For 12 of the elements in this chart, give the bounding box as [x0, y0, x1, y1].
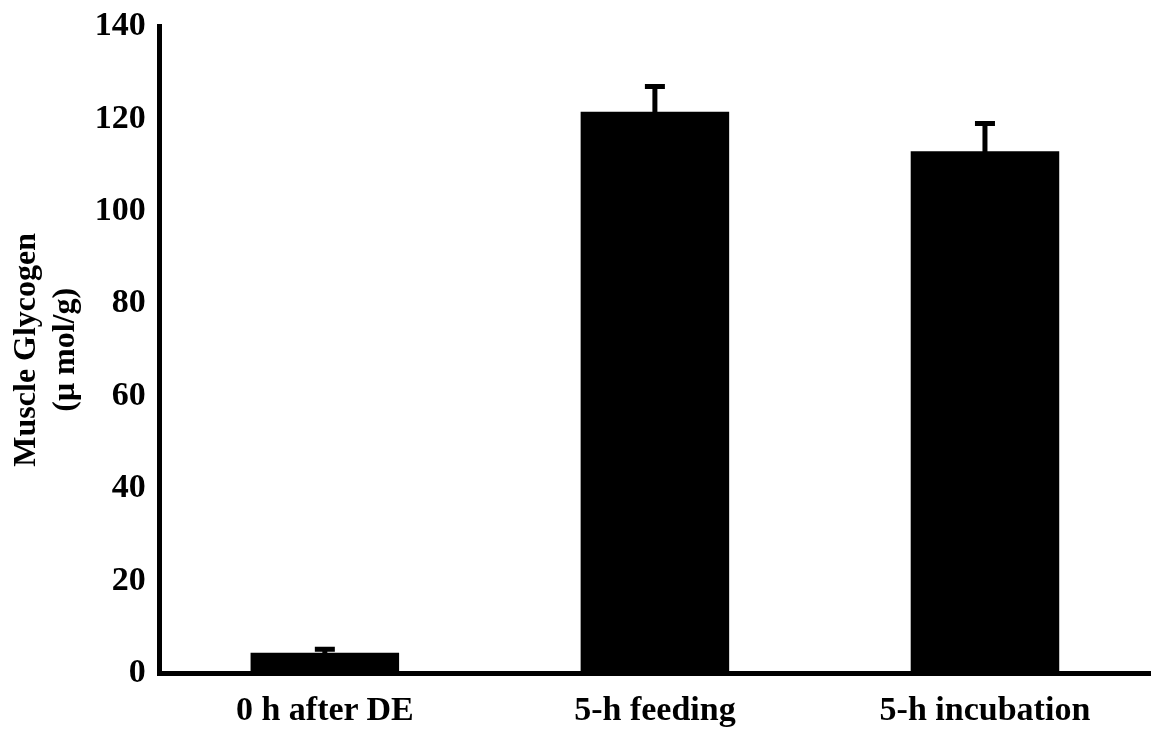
- x-tick-label: 0 h after DE: [235, 690, 414, 728]
- y-tick-label: 140: [94, 5, 146, 43]
- y-tick-label: 60: [111, 374, 146, 412]
- y-tick-label: 40: [111, 467, 146, 505]
- y-tick-label: 0: [128, 651, 146, 689]
- y-tick-label: 100: [94, 189, 146, 227]
- x-tick-label: 5-h feeding: [574, 690, 736, 728]
- x-tick-label: 5-h incubation: [879, 690, 1091, 728]
- y-tick-label: 20: [111, 559, 146, 597]
- y-tick-label: 120: [94, 97, 146, 135]
- y-axis-title: Muscle Glycogen (μ mol/g): [6, 232, 81, 467]
- y-tick-label: 80: [111, 282, 146, 320]
